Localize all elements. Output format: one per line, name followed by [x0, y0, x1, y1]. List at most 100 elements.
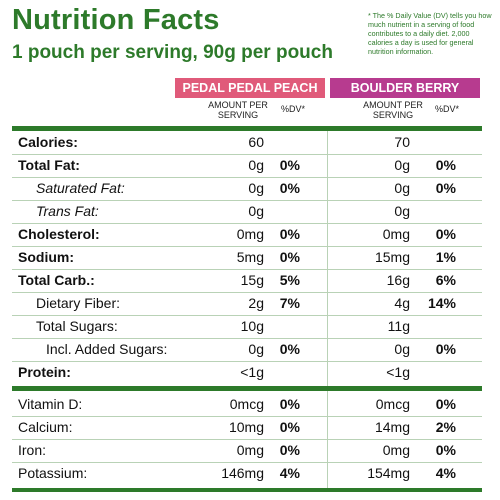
nutrient-row: Dietary Fiber: 2g 7% 4g 14%	[0, 292, 500, 315]
row-separator	[12, 315, 482, 316]
peach-amount: 5mg	[236, 249, 264, 265]
peach-amount: 0g	[248, 157, 264, 173]
row-separator	[12, 292, 482, 293]
berry-dv: 0%	[435, 180, 456, 196]
berry-dv: 0%	[435, 442, 456, 458]
dv-header-berry: %DV*	[434, 104, 459, 114]
berry-dv: 2%	[435, 419, 456, 435]
row-separator	[12, 154, 482, 155]
peach-dv: 0%	[279, 442, 300, 458]
bottom-thick-rule	[12, 488, 482, 492]
amount-header-peach: AMOUNT PER SERVING	[208, 100, 268, 120]
berry-amount: 0mg	[382, 226, 410, 242]
nutrient-row: Total Carb.: 15g 5% 16g 6%	[0, 269, 500, 292]
peach-amount: 10g	[240, 318, 264, 334]
dv-footnote: * The % Daily Value (DV) tells you how m…	[368, 11, 492, 56]
berry-dv: 0%	[435, 341, 456, 357]
row-separator	[12, 223, 482, 224]
berry-amount: 70	[394, 134, 410, 150]
nutrient-row: Potassium: 146mg 4% 154mg 4%	[0, 462, 500, 485]
berry-amount: 0g	[394, 341, 410, 357]
page-title: Nutrition Facts	[12, 4, 220, 36]
nutrient-row: Calories: 60 70	[0, 131, 500, 154]
nutrient-label: Potassium:	[18, 465, 88, 481]
nutrient-row: Total Sugars: 10g 11g	[0, 315, 500, 338]
peach-amount: 0mg	[236, 442, 264, 458]
nutrient-row: Total Fat: 0g 0% 0g 0%	[0, 154, 500, 177]
serving-size: 1 pouch per serving, 90g per pouch	[12, 42, 333, 63]
nutrient-label: Sodium:	[18, 249, 74, 265]
berry-amount: 0mcg	[375, 396, 410, 412]
nutrient-row: Sodium: 5mg 0% 15mg 1%	[0, 246, 500, 269]
product-header-berry: BOULDER BERRY	[330, 78, 480, 98]
peach-amount: 10mg	[228, 419, 264, 435]
header-thick-rule	[12, 126, 482, 131]
peach-dv: 0%	[279, 341, 300, 357]
berry-dv: 4%	[435, 465, 456, 481]
berry-amount: 15mg	[374, 249, 410, 265]
nutrient-row: Vitamin D: 0mcg 0% 0mcg 0%	[0, 393, 500, 416]
berry-amount: 0g	[394, 180, 410, 196]
berry-amount: 4g	[394, 295, 410, 311]
column-divider	[327, 131, 328, 386]
row-separator	[12, 200, 482, 201]
row-separator	[12, 416, 482, 417]
berry-amount: 16g	[386, 272, 410, 288]
peach-amount: 0g	[248, 203, 264, 219]
nutrient-label: Total Carb.:	[18, 272, 95, 288]
dv-header-peach: %DV*	[280, 104, 305, 114]
nutrient-label: Protein:	[18, 364, 71, 380]
vitamins-thick-rule	[12, 386, 482, 391]
berry-dv: 0%	[435, 157, 456, 173]
row-separator	[12, 177, 482, 178]
nutrient-row: Cholesterol: 0mg 0% 0mg 0%	[0, 223, 500, 246]
row-separator	[12, 338, 482, 339]
berry-dv: 1%	[435, 249, 456, 265]
row-separator	[12, 439, 482, 440]
nutrient-label: Dietary Fiber:	[36, 295, 121, 311]
peach-dv: 0%	[279, 396, 300, 412]
row-separator	[12, 462, 482, 463]
nutrient-row: Protein: <1g <1g	[0, 361, 500, 384]
nutrient-label: Saturated Fat:	[36, 180, 125, 196]
peach-dv: 0%	[279, 226, 300, 242]
nutrient-row: Calcium: 10mg 0% 14mg 2%	[0, 416, 500, 439]
berry-amount: 14mg	[374, 419, 410, 435]
peach-dv: 5%	[279, 272, 300, 288]
berry-amount: 0g	[394, 157, 410, 173]
peach-amount: 0mcg	[229, 396, 264, 412]
berry-dv: 14%	[427, 295, 456, 311]
berry-dv: 0%	[435, 396, 456, 412]
peach-amount: 0g	[248, 180, 264, 196]
berry-amount: 0g	[394, 203, 410, 219]
peach-dv: 7%	[279, 295, 300, 311]
product-header-peach: PEDAL PEDAL PEACH	[175, 78, 325, 98]
nutrient-label: Cholesterol:	[18, 226, 100, 242]
row-separator	[12, 246, 482, 247]
peach-dv: 0%	[279, 249, 300, 265]
nutrient-label: Vitamin D:	[18, 396, 83, 412]
nutrient-row: Incl. Added Sugars: 0g 0% 0g 0%	[0, 338, 500, 361]
peach-amount: 2g	[248, 295, 264, 311]
berry-dv: 6%	[435, 272, 456, 288]
peach-amount: 60	[248, 134, 264, 150]
amount-header-berry: AMOUNT PER SERVING	[363, 100, 423, 120]
peach-amount: 146mg	[221, 465, 264, 481]
berry-amount: 154mg	[367, 465, 410, 481]
nutrient-label: Calcium:	[18, 419, 73, 435]
row-separator	[12, 269, 482, 270]
berry-amount: 11g	[387, 318, 410, 334]
peach-amount: 0g	[248, 341, 264, 357]
berry-dv: 0%	[435, 226, 456, 242]
nutrient-label: Iron:	[18, 442, 47, 458]
peach-amount: 15g	[240, 272, 264, 288]
berry-amount: 0mg	[382, 442, 410, 458]
peach-amount: <1g	[240, 364, 264, 380]
nutrient-row: Trans Fat: 0g 0g	[0, 200, 500, 223]
peach-dv: 0%	[279, 419, 300, 435]
nutrient-label: Incl. Added Sugars:	[46, 341, 168, 357]
peach-dv: 0%	[279, 157, 300, 173]
nutrient-row: Saturated Fat: 0g 0% 0g 0%	[0, 177, 500, 200]
nutrient-label: Trans Fat:	[36, 203, 99, 219]
peach-amount: 0mg	[236, 226, 264, 242]
